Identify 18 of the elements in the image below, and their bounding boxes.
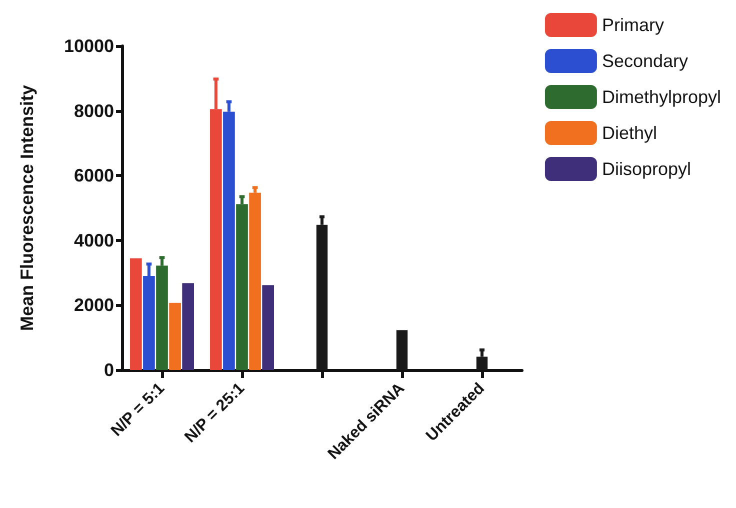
y-axis-title: Mean Fluorescence Intensity — [17, 84, 37, 332]
legend-label: Primary — [602, 15, 664, 35]
bar — [262, 285, 274, 370]
bar — [182, 283, 194, 370]
y-tick-label: 10000 — [64, 36, 114, 56]
y-tick-label: 2000 — [74, 295, 114, 316]
y-tick-label: 6000 — [74, 166, 114, 186]
legend-label: Diethyl — [602, 123, 657, 143]
y-tick-label: 4000 — [74, 230, 114, 250]
y-tick-label: 0 — [104, 360, 114, 380]
bar — [249, 192, 261, 370]
x-tick-label: N/P = 5:1 — [108, 380, 168, 440]
legend-label: Secondary — [602, 51, 688, 71]
bar — [169, 302, 181, 370]
legend-label: Dimethylpropyl — [602, 87, 722, 107]
legend-label: Diisopropyl — [602, 159, 692, 179]
y-tick-label: 8000 — [74, 100, 114, 121]
bar — [130, 258, 142, 370]
